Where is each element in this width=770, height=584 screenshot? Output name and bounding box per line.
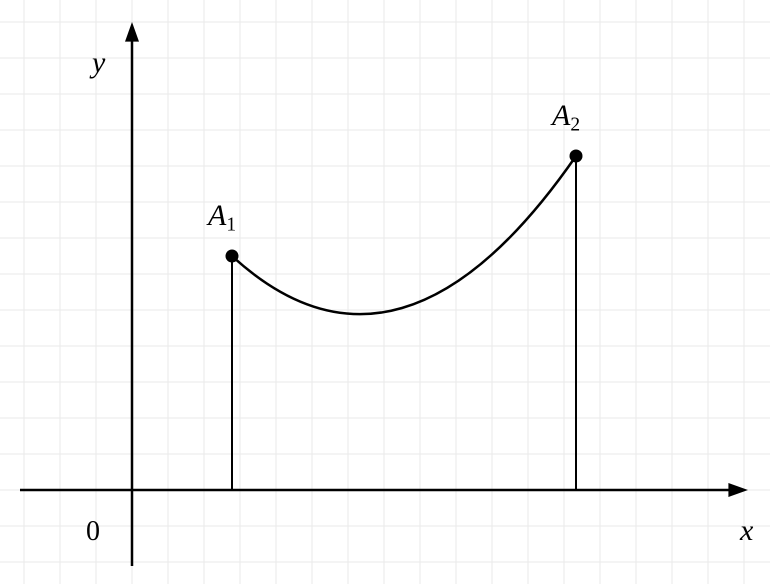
diagram-container: x y 0 A1 A2 [0, 0, 770, 584]
point-label-a1: A1 [206, 199, 236, 235]
grid [0, 0, 770, 584]
point-label-a2: A2 [550, 99, 580, 135]
x-axis-label: x [739, 514, 754, 547]
curve [232, 156, 576, 490]
diagram-svg: x y 0 A1 A2 [0, 0, 770, 584]
origin-label: 0 [86, 516, 100, 547]
y-axis-label: y [89, 46, 106, 79]
